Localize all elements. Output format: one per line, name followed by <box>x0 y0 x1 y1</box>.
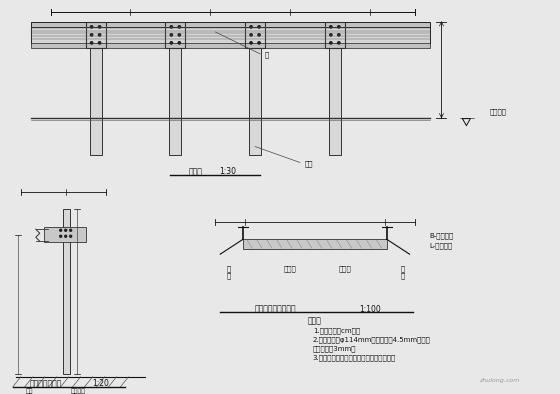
Bar <box>329 48 341 154</box>
Text: 路面标高: 路面标高 <box>71 388 86 394</box>
Circle shape <box>99 42 101 44</box>
Circle shape <box>250 26 253 28</box>
Text: L-路基宽度: L-路基宽度 <box>430 242 453 249</box>
Text: 3.本型适用于土坡路基装设钢护栏的情况。: 3.本型适用于土坡路基装设钢护栏的情况。 <box>313 355 396 361</box>
Circle shape <box>170 26 172 28</box>
Bar <box>44 227 86 242</box>
Circle shape <box>178 42 180 44</box>
Circle shape <box>69 235 72 237</box>
Circle shape <box>65 235 67 237</box>
Circle shape <box>250 42 253 44</box>
Circle shape <box>178 34 180 36</box>
Bar <box>243 239 386 249</box>
Circle shape <box>338 42 340 44</box>
Bar <box>86 22 105 48</box>
Circle shape <box>250 34 253 36</box>
Text: 路肩标高: 路肩标高 <box>489 108 506 115</box>
Text: 2.立柱直径为φ114mm，立柱壁厚4.5mm，波形: 2.立柱直径为φ114mm，立柱壁厚4.5mm，波形 <box>313 336 431 343</box>
Text: 1.本图尺寸以cm计。: 1.本图尺寸以cm计。 <box>313 328 360 334</box>
Text: B-路肩宽度: B-路肩宽度 <box>430 232 454 238</box>
Circle shape <box>65 229 67 231</box>
Circle shape <box>69 229 72 231</box>
Circle shape <box>330 26 332 28</box>
Text: zhulong.com: zhulong.com <box>479 378 520 383</box>
Text: 说明：: 说明： <box>308 316 322 325</box>
Text: 肩: 肩 <box>400 273 405 279</box>
Text: 板: 板 <box>265 52 269 58</box>
Text: 行车道: 行车道 <box>283 266 296 272</box>
Circle shape <box>60 235 62 237</box>
Circle shape <box>170 34 172 36</box>
Text: 肩: 肩 <box>227 273 231 279</box>
Circle shape <box>178 26 180 28</box>
Text: 标准断面护栏布置图: 标准断面护栏布置图 <box>254 305 296 314</box>
Circle shape <box>338 26 340 28</box>
Circle shape <box>90 26 93 28</box>
Bar <box>169 48 181 154</box>
Text: 1:100: 1:100 <box>359 305 381 314</box>
Bar <box>90 48 101 154</box>
Text: 路肩: 路肩 <box>26 388 33 394</box>
Circle shape <box>258 26 260 28</box>
Circle shape <box>338 34 340 36</box>
Bar <box>63 209 69 374</box>
Circle shape <box>170 42 172 44</box>
Circle shape <box>330 42 332 44</box>
Bar <box>165 22 185 48</box>
Text: 路侧护栏大样图: 路侧护栏大样图 <box>30 379 62 388</box>
Circle shape <box>258 42 260 44</box>
Circle shape <box>60 229 62 231</box>
Bar <box>31 27 430 44</box>
Bar <box>325 22 345 48</box>
Text: 行车道: 行车道 <box>338 266 351 272</box>
Bar <box>249 48 261 154</box>
Text: 1:20: 1:20 <box>92 379 109 388</box>
Text: 1:30: 1:30 <box>220 167 237 176</box>
Text: 钢板厚度为3mm。: 钢板厚度为3mm。 <box>313 346 356 352</box>
Circle shape <box>258 34 260 36</box>
Circle shape <box>90 42 93 44</box>
Circle shape <box>99 26 101 28</box>
Bar <box>245 22 265 48</box>
Bar <box>31 43 430 48</box>
Circle shape <box>330 34 332 36</box>
Circle shape <box>90 34 93 36</box>
Bar <box>31 22 430 27</box>
Text: 立面图: 立面图 <box>188 167 202 176</box>
Text: 路: 路 <box>400 266 405 272</box>
Text: 立柱: 立柱 <box>305 160 314 167</box>
Text: 路: 路 <box>227 266 231 272</box>
Circle shape <box>99 34 101 36</box>
